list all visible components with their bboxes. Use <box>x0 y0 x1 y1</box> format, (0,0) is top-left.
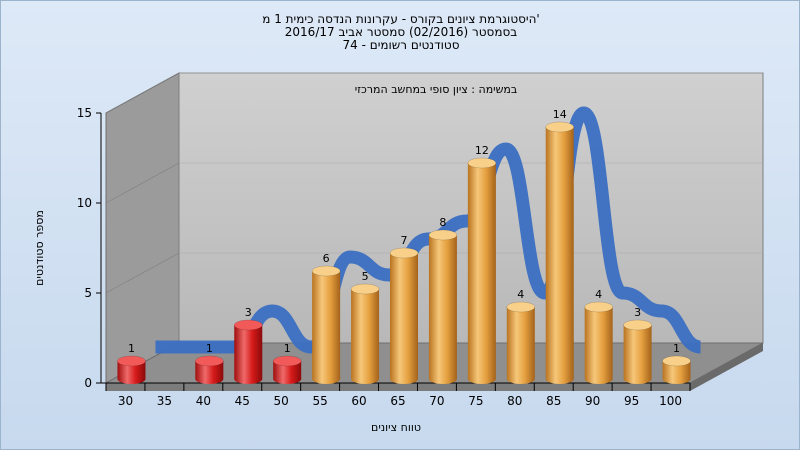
x-tick-label: 100 <box>659 394 682 408</box>
bar <box>389 247 419 384</box>
bar <box>234 319 263 384</box>
bar-body <box>662 361 691 384</box>
x-tick-label: 65 <box>390 394 405 408</box>
bar <box>350 283 380 384</box>
bar-top <box>234 319 263 331</box>
bar-value-label: 3 <box>245 306 252 319</box>
x-tick-label: 70 <box>429 394 444 408</box>
x-tick-label: 30 <box>118 394 133 408</box>
x-tick-label: 60 <box>351 394 366 408</box>
bar-body <box>584 307 613 384</box>
bar-body <box>545 127 574 384</box>
x-tick-label: 80 <box>507 394 522 408</box>
bar-body <box>312 271 341 384</box>
y-tick-label: 10 <box>77 196 92 210</box>
chart-title-line-2: בסמסטר (02/2016) סמסטר אביב 2016/17 <box>284 25 518 39</box>
bar-top <box>350 283 380 295</box>
bar-value-label: 1 <box>206 342 213 355</box>
bar-value-label: 4 <box>595 288 602 301</box>
bar-body <box>390 253 418 384</box>
grid-line-left <box>105 252 180 294</box>
bar <box>195 355 224 384</box>
y-tick-label: 0 <box>84 376 92 390</box>
x-tick-label: 45 <box>235 394 250 408</box>
chart-floor-front <box>106 383 690 391</box>
bar-top <box>117 355 146 367</box>
bar <box>662 355 691 384</box>
x-tick-label: 40 <box>196 394 211 408</box>
chart-title-line-3: סטודנטים רשומים - 74 <box>342 38 460 52</box>
bar-top <box>545 121 574 133</box>
bar-value-label: 1 <box>284 342 291 355</box>
bar-top <box>195 355 224 367</box>
bar <box>506 301 536 384</box>
bar-top <box>662 355 691 367</box>
grid-line-left <box>105 72 180 114</box>
bar <box>623 319 652 384</box>
bar-value-label: 14 <box>553 108 567 121</box>
bar <box>584 301 613 384</box>
bar-body <box>467 163 496 384</box>
chart-floor-side <box>690 343 763 391</box>
bar-body <box>428 235 457 384</box>
bar-body <box>623 325 652 384</box>
bars-layer <box>117 121 691 384</box>
bar-top <box>428 229 458 241</box>
x-axis-ticks: 30 35 40 45 50 55 60 65 70 75 80 85 90 95 100 <box>105 383 691 408</box>
bar-value-label: 4 <box>517 288 524 301</box>
x-tick-label: 55 <box>312 394 327 408</box>
inner-chart-title: במשימה : ציון סופי במחשב המרכזי <box>355 83 518 96</box>
x-tick-label: 75 <box>468 394 483 408</box>
bar-top <box>389 247 419 259</box>
grid-line-left <box>105 162 180 204</box>
x-axis-title: טווח ציונים <box>371 421 421 434</box>
bar-value-label: 8 <box>439 216 446 229</box>
bar-body <box>195 361 224 384</box>
bar-value-label: 1 <box>128 342 135 355</box>
bar-top <box>311 265 341 277</box>
bar-value-label: 1 <box>673 342 680 355</box>
bar-top <box>584 301 613 313</box>
bar-value-label: 7 <box>401 234 408 247</box>
chart-left-wall <box>105 72 180 384</box>
y-axis-title: מספר סטודנטים <box>33 210 46 286</box>
bar-body <box>351 289 380 384</box>
x-tick-label: 50 <box>274 394 289 408</box>
bar <box>117 355 146 384</box>
bar-body <box>234 325 263 384</box>
bar-top <box>467 157 497 169</box>
bar <box>311 265 341 384</box>
y-tick-label: 15 <box>77 106 92 120</box>
bar-value-label: 3 <box>634 306 641 319</box>
chart-title-line-1: היסטוגרמת ציונים בקורס - עקרונות הנדסה כ… <box>262 12 540 26</box>
bar-value-label: 5 <box>362 270 369 283</box>
bar-top <box>506 301 536 313</box>
bar-body <box>273 361 302 384</box>
bar <box>467 157 497 384</box>
x-tick-label: 95 <box>624 394 639 408</box>
bar <box>272 355 302 384</box>
x-tick-label: 85 <box>546 394 561 408</box>
bar-value-label: 12 <box>475 144 489 157</box>
bar-body <box>117 361 146 384</box>
x-tick-label: 90 <box>585 394 600 408</box>
bar-body <box>506 307 535 384</box>
bar <box>545 121 574 384</box>
bar-top <box>272 355 302 367</box>
value-labels-layer: 1 1 3 1 6 5 7 8 12 4 14 4 3 1 <box>128 108 680 355</box>
bar-value-label: 6 <box>323 252 330 265</box>
y-tick-label: 5 <box>84 286 92 300</box>
x-tick-label: 35 <box>157 394 172 408</box>
bar <box>428 229 458 384</box>
bar-top <box>623 319 652 331</box>
y-axis-ticks: 0 5 10 15 <box>77 106 101 390</box>
